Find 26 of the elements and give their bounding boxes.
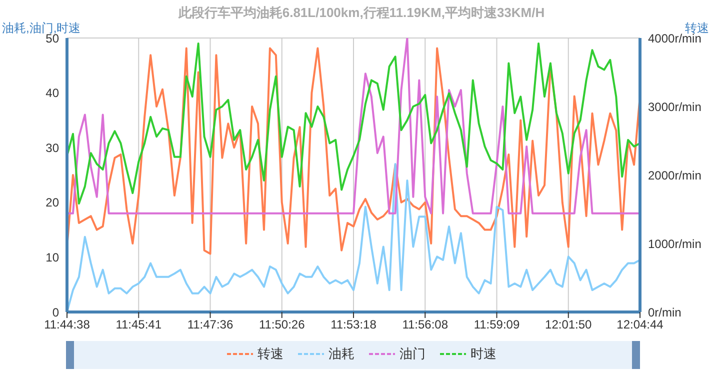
y-tick-label: 20: [46, 196, 60, 210]
legend-label: 油耗: [328, 345, 354, 363]
chart-title: 此段行车平均油耗6.81L/100km,行程11.19KM,平均时速33KM/H: [177, 4, 546, 22]
x-tick-label: 11:50:26: [258, 318, 306, 332]
y2-tick-label: 1000r/min: [648, 236, 702, 251]
x-tick-label: 11:53:18: [330, 318, 377, 332]
x-tick-label: 12:01:50: [545, 318, 592, 332]
x-tick-label: 12:04:44: [616, 318, 664, 332]
y-tick-label: 40: [46, 86, 60, 100]
y2-axis-title: 转速: [685, 20, 709, 35]
x-tick-label: 11:45:41: [116, 318, 162, 332]
x-tick-label: 11:56:08: [402, 318, 448, 332]
y-tick-label: 0: [52, 305, 60, 320]
x-tick-label: 11:47:36: [187, 318, 234, 332]
y-axis-title: 油耗,油门,时速: [2, 20, 81, 35]
legend-label: 油门: [400, 345, 426, 363]
legend-label: 转速: [258, 345, 284, 363]
legend-label: 时速: [470, 345, 496, 363]
y-tick-label: 30: [46, 140, 60, 155]
x-tick-label: 11:44:38: [44, 318, 90, 332]
x-tick-label: 11:59:09: [474, 318, 520, 332]
y2-tick-label: 2000r/min: [648, 168, 702, 182]
y2-tick-label: 3000r/min: [648, 100, 702, 114]
y-tick-label: 10: [46, 250, 60, 264]
y2-tick-label: 0r/min: [648, 305, 682, 320]
line-series: [67, 47, 640, 255]
